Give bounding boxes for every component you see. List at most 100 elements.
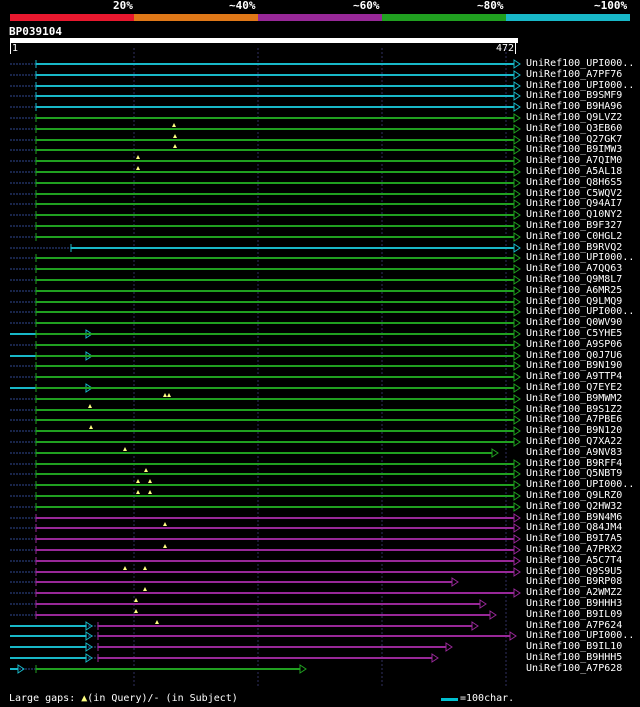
hit-arrow bbox=[513, 491, 521, 501]
hit-arrow bbox=[513, 523, 521, 533]
gap-triangle-icon bbox=[148, 490, 152, 494]
gap-triangle-icon bbox=[134, 598, 138, 602]
hit-label[interactable]: UniRef100_C5YHE5 bbox=[526, 328, 623, 339]
gap-triangle-icon bbox=[163, 393, 167, 397]
hit-label[interactable]: UniRef100_A6MR25 bbox=[526, 285, 623, 296]
gap-triangle-icon bbox=[136, 479, 140, 483]
hit-label[interactable]: UniRef100_Q0J7U6 bbox=[526, 350, 623, 361]
hit-label[interactable]: UniRef100_B9RVQ2 bbox=[526, 242, 623, 253]
hit-label[interactable]: UniRef100_Q5NBT9 bbox=[526, 468, 623, 479]
scale-label: =100char. bbox=[460, 693, 515, 704]
hit-label[interactable]: UniRef100_B9HHH5 bbox=[526, 652, 623, 663]
hit-label[interactable]: UniRef100_UPI000.. bbox=[526, 58, 635, 69]
query-start: 1 bbox=[10, 43, 19, 54]
hit-arrow bbox=[513, 91, 521, 101]
hit-label[interactable]: UniRef100_B9IMW3 bbox=[526, 144, 623, 155]
gap-triangle-icon bbox=[123, 447, 127, 451]
hit-label[interactable]: UniRef100_B9IL09 bbox=[526, 609, 623, 620]
legend-band-80 bbox=[382, 14, 506, 21]
hit-arrow bbox=[513, 556, 521, 566]
hit-label[interactable]: UniRef100_B9RP08 bbox=[526, 576, 623, 587]
hit-label[interactable]: UniRef100_A9SP06 bbox=[526, 339, 623, 350]
hit-arrow bbox=[513, 567, 521, 577]
hit-label[interactable]: UniRef100_A5AL18 bbox=[526, 166, 623, 177]
hit-arrow bbox=[513, 199, 521, 209]
hit-arrow bbox=[509, 631, 517, 641]
hit-label[interactable]: UniRef100_UPI000.. bbox=[526, 479, 635, 490]
hit-label[interactable]: UniRef100_B9MWM2 bbox=[526, 393, 623, 404]
hit-arrow bbox=[513, 70, 521, 80]
hit-label[interactable]: UniRef100_UPI000.. bbox=[526, 630, 635, 641]
hit-arrow bbox=[513, 351, 521, 361]
hit-label[interactable]: UniRef100_B9SMF9 bbox=[526, 90, 623, 101]
hit-label[interactable]: UniRef100_UPI000.. bbox=[526, 80, 635, 91]
hit-label[interactable]: UniRef100_B9RFF4 bbox=[526, 458, 623, 469]
hit-label[interactable]: UniRef100_Q9M8L7 bbox=[526, 274, 623, 285]
hit-arrow bbox=[85, 631, 93, 641]
gap-triangle-icon bbox=[89, 425, 93, 429]
hit-label[interactable]: UniRef100_Q94AI7 bbox=[526, 198, 623, 209]
hit-label[interactable]: UniRef100_A7QIM0 bbox=[526, 155, 623, 166]
hit-label[interactable]: UniRef100_B9N4M6 bbox=[526, 512, 623, 523]
hit-label[interactable]: UniRef100_Q9S9U5 bbox=[526, 566, 623, 577]
hit-label[interactable]: UniRef100_B9HA96 bbox=[526, 101, 623, 112]
hit-label[interactable]: UniRef100_Q9LRZ0 bbox=[526, 490, 623, 501]
hit-label[interactable]: UniRef100_A7PF76 bbox=[526, 69, 623, 80]
hit-label[interactable]: UniRef100_Q7EYE2 bbox=[526, 382, 623, 393]
hit-label[interactable]: UniRef100_Q9LVZ2 bbox=[526, 112, 623, 123]
hit-label[interactable]: UniRef100_B9F327 bbox=[526, 220, 623, 231]
hit-label[interactable]: UniRef100_B9IL10 bbox=[526, 641, 623, 652]
legend-label-40: ~40% bbox=[229, 0, 256, 12]
hit-label[interactable]: UniRef100_B9N190 bbox=[526, 360, 623, 371]
hit-label[interactable]: UniRef100_B9HHH3 bbox=[526, 598, 623, 609]
hit-arrow bbox=[513, 124, 521, 134]
hit-arrow bbox=[513, 275, 521, 285]
hit-label[interactable]: UniRef100_Q7XA22 bbox=[526, 436, 623, 447]
gap-triangle-icon bbox=[148, 479, 152, 483]
gap-triangle-icon bbox=[136, 155, 140, 159]
hit-label[interactable]: UniRef100_A2WMZ2 bbox=[526, 587, 623, 598]
hit-label[interactable]: UniRef100_C5WQV2 bbox=[526, 188, 623, 199]
hit-arrow bbox=[85, 642, 93, 652]
hit-label[interactable]: UniRef100_Q9LMQ9 bbox=[526, 296, 623, 307]
hit-arrow bbox=[513, 307, 521, 317]
hit-label[interactable]: UniRef100_A7PRX2 bbox=[526, 544, 623, 555]
hit-label[interactable]: UniRef100_A7P624 bbox=[526, 620, 623, 631]
hit-label[interactable]: UniRef100_Q84JM4 bbox=[526, 522, 623, 533]
hit-arrow bbox=[513, 480, 521, 490]
legend-band-100 bbox=[506, 14, 630, 21]
hit-arrow bbox=[513, 394, 521, 404]
hit-label[interactable]: UniRef100_B9S1Z2 bbox=[526, 404, 623, 415]
hit-label[interactable]: UniRef100_B9N120 bbox=[526, 425, 623, 436]
hit-label[interactable]: UniRef100_A7P628 bbox=[526, 663, 623, 674]
hit-label[interactable]: UniRef100_A7QQ63 bbox=[526, 263, 623, 274]
hit-arrow bbox=[17, 664, 25, 674]
hit-label[interactable]: UniRef100_UPI000.. bbox=[526, 306, 635, 317]
hit-label[interactable]: UniRef100_Q10NY2 bbox=[526, 209, 623, 220]
hit-arrow bbox=[513, 189, 521, 199]
hit-label[interactable]: UniRef100_Q8H6S5 bbox=[526, 177, 623, 188]
gap-triangle-icon bbox=[167, 393, 171, 397]
hit-label[interactable]: UniRef100_Q27GK7 bbox=[526, 134, 623, 145]
hit-label[interactable]: UniRef100_C0HGL2 bbox=[526, 231, 623, 242]
hit-label[interactable]: UniRef100_B9I7A5 bbox=[526, 533, 623, 544]
gap-triangle-icon bbox=[134, 609, 138, 613]
hit-arrow bbox=[445, 642, 453, 652]
hit-label[interactable]: UniRef100_A7PBE6 bbox=[526, 414, 623, 425]
gap-triangle-icon bbox=[88, 404, 92, 408]
hit-arrow bbox=[513, 459, 521, 469]
hit-label[interactable]: UniRef100_Q2HW32 bbox=[526, 501, 623, 512]
legend-band-60 bbox=[258, 14, 382, 21]
hit-label[interactable]: UniRef100_Q3EB60 bbox=[526, 123, 623, 134]
hit-arrow bbox=[513, 437, 521, 447]
hit-arrow bbox=[513, 361, 521, 371]
hit-arrow bbox=[513, 243, 521, 253]
hit-label[interactable]: UniRef100_A9TTP4 bbox=[526, 371, 623, 382]
hit-label[interactable]: UniRef100_UPI000.. bbox=[526, 252, 635, 263]
hit-label[interactable]: UniRef100_A5C7T4 bbox=[526, 555, 623, 566]
hit-label[interactable]: UniRef100_A9NV83 bbox=[526, 447, 623, 458]
gap-triangle-icon bbox=[123, 566, 127, 570]
hit-arrow bbox=[513, 145, 521, 155]
hit-label[interactable]: UniRef100_Q0WV90 bbox=[526, 317, 623, 328]
